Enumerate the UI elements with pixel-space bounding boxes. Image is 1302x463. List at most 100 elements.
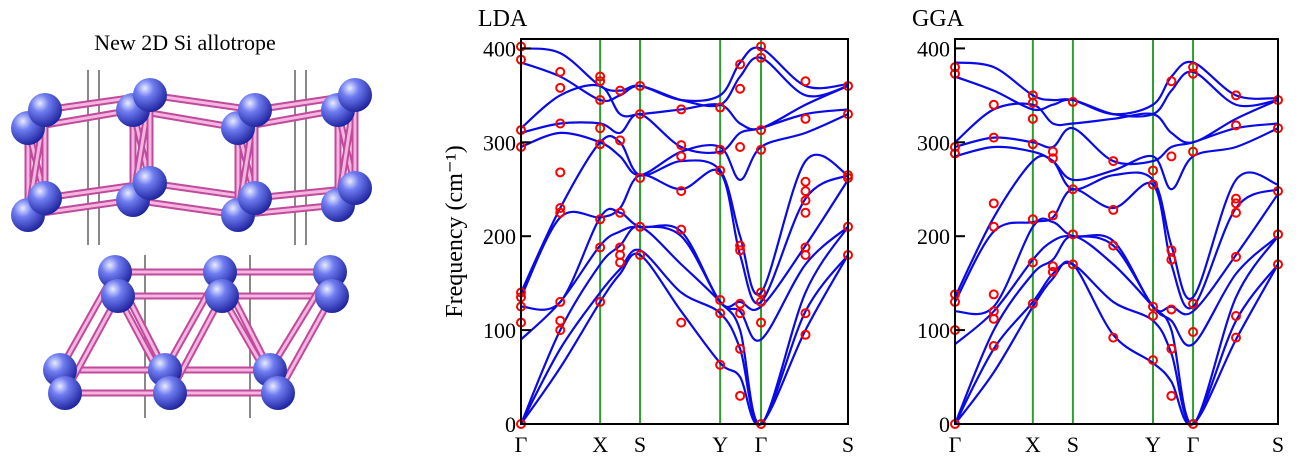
data-point <box>1231 207 1242 218</box>
data-point <box>756 52 767 63</box>
data-point <box>555 118 566 129</box>
data-point <box>735 308 746 319</box>
data-point <box>1166 254 1177 265</box>
y-tick-label: 0 <box>505 412 516 437</box>
data-point <box>635 221 646 232</box>
data-point <box>1166 390 1177 401</box>
data-point <box>735 343 746 354</box>
x-tick-label: X <box>1025 432 1041 457</box>
data-point <box>676 224 687 235</box>
data-point <box>1166 245 1177 256</box>
data-point <box>1147 301 1158 312</box>
data-point <box>1027 90 1038 101</box>
data-point <box>756 287 767 298</box>
band-line <box>520 168 849 305</box>
data-point <box>615 242 626 253</box>
data-point <box>555 315 566 326</box>
data-point <box>555 66 566 77</box>
band-line <box>520 225 849 342</box>
band-line <box>520 108 849 154</box>
data-point <box>1188 326 1199 337</box>
band-line <box>954 234 1279 347</box>
atom <box>48 376 82 410</box>
data-point <box>1188 298 1199 309</box>
data-point <box>1147 355 1158 366</box>
atom <box>205 279 239 313</box>
band-line <box>954 154 1279 301</box>
data-point <box>555 325 566 336</box>
data-point <box>635 109 646 120</box>
data-point <box>1108 240 1119 251</box>
data-point <box>1231 90 1242 101</box>
y-axis-label: Frequency (cm⁻¹) <box>442 145 468 317</box>
data-point <box>1188 68 1199 79</box>
data-point <box>1027 139 1038 150</box>
band-line <box>954 260 1279 426</box>
structure-title: New 2D Si allotrope <box>94 30 275 55</box>
plot-frame <box>954 38 1279 425</box>
data-point <box>988 341 999 352</box>
y-tick-label: 400 <box>483 36 516 61</box>
data-point <box>676 186 687 197</box>
data-point <box>1108 156 1119 167</box>
x-tick-label: X <box>592 432 608 457</box>
data-point <box>1027 298 1038 309</box>
data-point <box>800 195 811 206</box>
data-point <box>735 59 746 70</box>
data-point <box>735 83 746 94</box>
data-point <box>1166 76 1177 87</box>
band-line <box>520 248 849 426</box>
data-point <box>555 82 566 93</box>
data-point <box>988 99 999 110</box>
data-point <box>1047 210 1058 221</box>
data-point <box>715 295 726 306</box>
band-line <box>520 84 849 131</box>
data-point <box>800 329 811 340</box>
data-point <box>615 207 626 218</box>
data-point <box>595 123 606 134</box>
data-point <box>1231 251 1242 262</box>
x-tick-label: Γ <box>1187 432 1200 457</box>
data-point <box>615 135 626 146</box>
data-point <box>756 41 767 52</box>
band-line <box>519 225 849 426</box>
bond <box>131 198 240 217</box>
data-point <box>1027 113 1038 124</box>
data-point <box>1147 179 1158 190</box>
y-tick-label: 100 <box>483 318 516 343</box>
data-point <box>735 298 746 309</box>
band-line <box>520 179 849 312</box>
x-tick-label: Y <box>1145 432 1161 457</box>
data-point <box>555 296 566 307</box>
data-point <box>1231 332 1242 343</box>
data-point <box>1231 198 1242 209</box>
band-line <box>520 134 849 296</box>
data-point <box>595 95 606 106</box>
data-point <box>595 76 606 87</box>
bond <box>276 294 334 395</box>
x-tick-label: S <box>634 432 646 457</box>
y-tick-label: 300 <box>483 130 516 155</box>
x-tick-label: S <box>1067 432 1079 457</box>
data-point <box>676 317 687 328</box>
data-point <box>595 139 606 150</box>
y-tick-label: 300 <box>917 130 950 155</box>
data-point <box>615 85 626 96</box>
data-point <box>756 296 767 307</box>
data-point <box>1147 311 1158 322</box>
data-point <box>595 296 606 307</box>
data-point <box>1231 193 1242 204</box>
band-line <box>954 60 1279 116</box>
data-point <box>800 186 811 197</box>
data-point <box>1067 96 1078 107</box>
y-tick-label: 0 <box>939 412 950 437</box>
data-point <box>1188 62 1199 73</box>
data-point <box>988 306 999 317</box>
data-point <box>735 245 746 256</box>
data-point <box>735 240 746 251</box>
data-point <box>1027 257 1038 268</box>
data-point <box>756 317 767 328</box>
data-point <box>635 172 646 183</box>
